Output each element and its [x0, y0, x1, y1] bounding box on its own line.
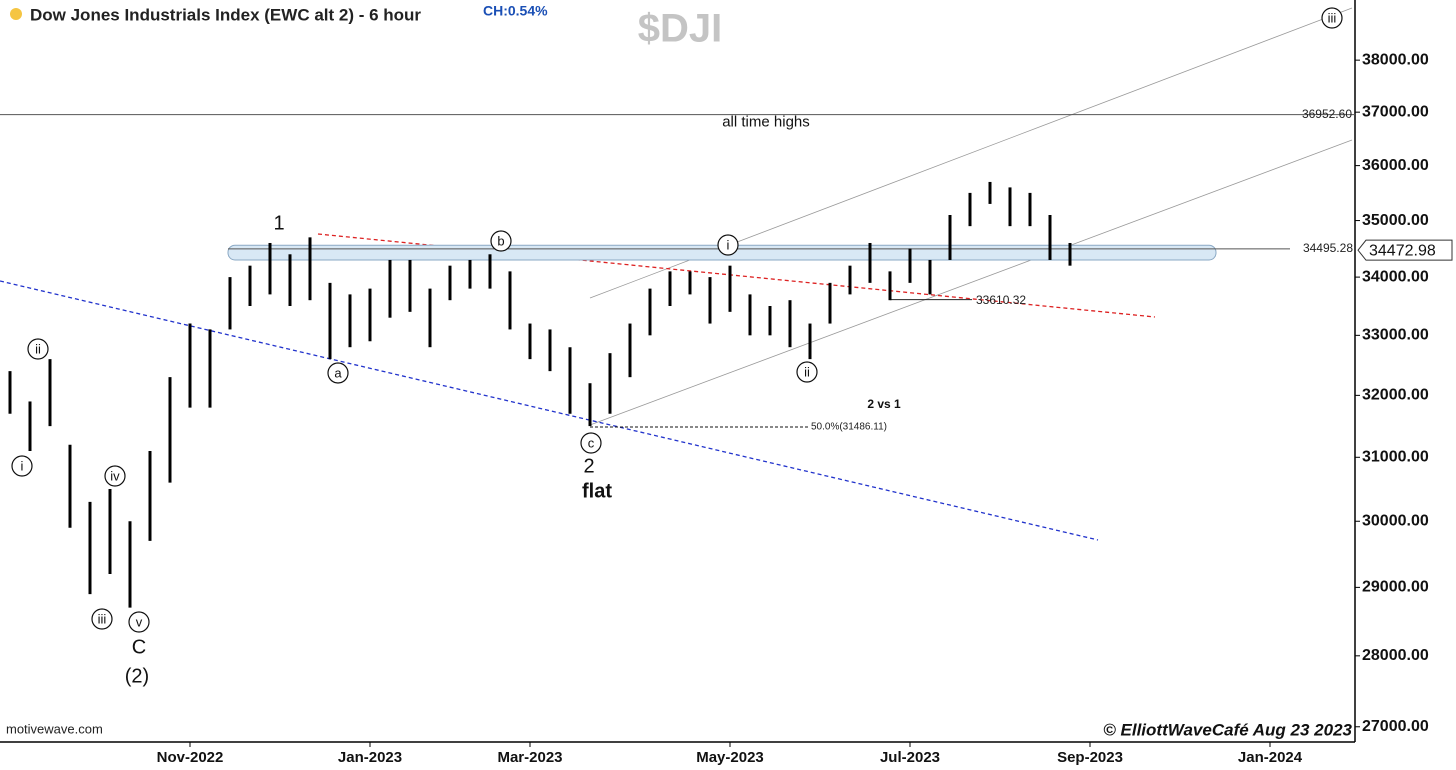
- level-label: 36952.60: [1302, 107, 1352, 121]
- wave-circle: [796, 361, 818, 383]
- y-tick-label: 31000.00: [1362, 449, 1429, 466]
- wave-circle: [1321, 7, 1343, 29]
- x-tick-label: Jul-2023: [880, 749, 940, 766]
- wave-circle: [717, 234, 739, 256]
- x-tick-label: Jan-2023: [338, 749, 402, 766]
- y-tick-label: 28000.00: [1362, 647, 1429, 664]
- y-tick-label: 37000.00: [1362, 103, 1429, 120]
- copyright: © ElliottWaveCafé Aug 23 2023: [1103, 720, 1352, 739]
- y-tick-label: 29000.00: [1362, 579, 1429, 596]
- chart-title: Dow Jones Industrials Index (EWC alt 2) …: [30, 5, 421, 24]
- wave-label: (2): [125, 665, 149, 687]
- y-tick-label: 38000.00: [1362, 51, 1429, 68]
- wave-circle: [128, 611, 150, 633]
- wave-label: a: [334, 365, 342, 380]
- wave-label: iii: [1328, 10, 1337, 25]
- wave-circle: [104, 465, 126, 487]
- wave-circle: [580, 432, 602, 454]
- y-tick-label: 30000.00: [1362, 512, 1429, 529]
- x-tick-label: Mar-2023: [497, 749, 562, 766]
- wave-circle: [327, 362, 349, 384]
- wave-label: C: [132, 636, 146, 658]
- channel-line: [589, 139, 1353, 426]
- wave-label: ii: [804, 364, 810, 379]
- y-tick-label: 32000.00: [1362, 387, 1429, 404]
- wave-circle: [91, 608, 113, 630]
- wave-label: c: [588, 435, 595, 450]
- y-tick-label: 36000.00: [1362, 157, 1429, 174]
- y-tick-label: 34000.00: [1362, 268, 1429, 285]
- level-label: 34495.28: [1303, 241, 1353, 255]
- y-tick-label: 35000.00: [1362, 212, 1429, 229]
- price-tag: [1357, 239, 1453, 261]
- wave-label: iv: [110, 468, 120, 483]
- wave-label: 2: [583, 455, 594, 477]
- change-label: CH:0.54%: [483, 3, 548, 19]
- wave-label: i: [21, 458, 24, 473]
- x-tick-label: May-2023: [696, 749, 764, 766]
- wave-circle: [11, 455, 33, 477]
- level-label: 33610.32: [976, 293, 1026, 307]
- wave-label: 1: [273, 212, 284, 234]
- symbol-watermark: $DJI: [638, 7, 723, 51]
- x-tick-label: Sep-2023: [1057, 749, 1123, 766]
- trend-line: [0, 280, 1099, 541]
- wave-label: ii: [35, 341, 41, 356]
- wave-circle: [490, 230, 512, 252]
- y-tick-label: 27000.00: [1362, 718, 1429, 735]
- level-note: all time highs: [722, 114, 810, 131]
- y-tick-label: 33000.00: [1362, 327, 1429, 344]
- fib-label: 50.0%(31486.11): [811, 422, 887, 433]
- wave-label: b: [497, 233, 504, 248]
- status-dot: [10, 8, 22, 20]
- wave-label: 2 vs 1: [867, 397, 901, 411]
- x-tick-label: Nov-2022: [157, 749, 224, 766]
- source-label: motivewave.com: [6, 721, 103, 736]
- wave-circle: [27, 338, 49, 360]
- wave-label: i: [727, 237, 730, 252]
- wave-label: v: [136, 614, 143, 629]
- wave-label: flat: [582, 480, 612, 502]
- wave-label: iii: [98, 611, 107, 626]
- price-tag-label: 34472.98: [1369, 242, 1436, 259]
- x-tick-label: Jan-2024: [1238, 749, 1303, 766]
